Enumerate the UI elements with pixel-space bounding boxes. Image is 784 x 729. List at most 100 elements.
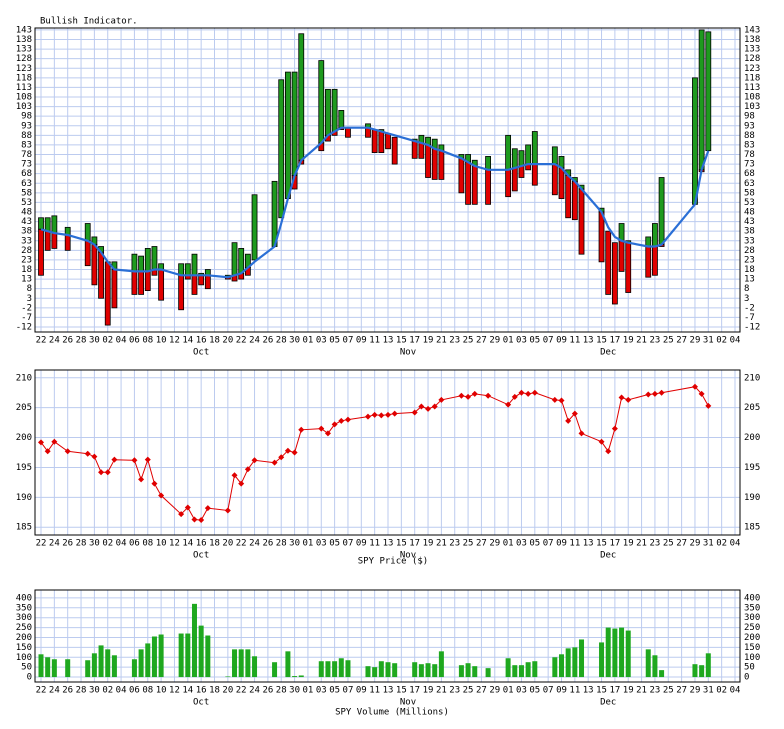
bull-bar (505, 134, 512, 171)
x-tick-label: 14 (182, 686, 193, 696)
month-label: Nov (400, 551, 416, 561)
x-tick-label: 25 (463, 336, 474, 346)
y-tick-label: -7 (21, 313, 32, 323)
bear-bar (471, 165, 478, 205)
y-tick-label: 18 (21, 265, 32, 275)
x-tick-label: 17 (409, 336, 420, 346)
volume-bar (225, 676, 231, 678)
x-tick-label: 26 (262, 686, 273, 696)
x-tick-label: 01 (303, 686, 314, 696)
x-tick-label: 17 (609, 539, 620, 549)
price-point (458, 392, 465, 399)
price-point (551, 396, 558, 403)
bear-bar (565, 175, 572, 219)
bear-bar (178, 274, 185, 311)
y-tick-label: 350 (16, 603, 32, 613)
volume-bar (245, 649, 251, 678)
y-tick-label: 3 (27, 294, 32, 304)
price-point (104, 469, 111, 476)
x-tick-label: 04 (730, 686, 741, 696)
bear-bar (104, 261, 111, 326)
x-tick-label: 02 (102, 539, 113, 549)
x-tick-label: 17 (609, 336, 620, 346)
x-tick-label: 24 (49, 539, 60, 549)
x-tick-label: 27 (676, 336, 687, 346)
bear-bar (518, 165, 525, 178)
x-tick-label: 01 (503, 539, 514, 549)
volume-bar (145, 643, 151, 678)
x-tick-label: 11 (369, 336, 380, 346)
x-tick-label: 17 (409, 539, 420, 549)
x-tick-label: 09 (556, 336, 567, 346)
y-tick-label: 53 (21, 198, 32, 208)
price-point (231, 472, 238, 479)
x-tick-label: 19 (423, 686, 434, 696)
price-point (271, 459, 278, 466)
month-label: Oct (193, 348, 209, 358)
price-point (244, 466, 251, 473)
y-tick-label-right: 150 (744, 643, 760, 653)
x-tick-label: 28 (276, 336, 287, 346)
x-tick-label: 05 (529, 336, 540, 346)
volume-bar (512, 665, 518, 678)
y-tick-label-right: 23 (744, 255, 755, 265)
price-point (204, 505, 211, 512)
x-tick-label: 24 (249, 686, 260, 696)
y-tick-label-right: 3 (744, 294, 749, 304)
price-point (558, 397, 565, 404)
x-tick-label: 28 (276, 539, 287, 549)
price-point (284, 447, 291, 454)
x-tick-label: 06 (129, 686, 140, 696)
x-tick-label: 05 (329, 539, 340, 549)
volume-bar (51, 659, 57, 678)
bear-bar (645, 246, 652, 278)
x-tick-label: 23 (649, 686, 660, 696)
panel-title: SPY Price ($) (358, 557, 428, 567)
bear-bar (345, 127, 351, 138)
x-tick-label: 19 (423, 336, 434, 346)
y-tick-label-right: 68 (744, 169, 755, 179)
volume-bar (438, 651, 444, 678)
moving-average-line (40, 126, 710, 279)
price-point (151, 480, 158, 487)
x-tick-label: 04 (116, 686, 127, 696)
y-tick-label-right: 88 (744, 131, 755, 141)
bull-bar (285, 71, 291, 199)
volume-bar (572, 647, 578, 678)
x-tick-label: 19 (623, 336, 634, 346)
bull-bar (618, 223, 625, 242)
x-tick-label: 29 (489, 539, 500, 549)
bull-bar (131, 253, 138, 272)
price-point (84, 450, 91, 457)
y-tick-label-right: 118 (744, 73, 760, 83)
x-tick-label: 02 (716, 539, 727, 549)
price-point (331, 421, 338, 428)
price-point (525, 390, 532, 397)
x-tick-label: 28 (276, 686, 287, 696)
price-point (658, 389, 665, 396)
x-tick-label: 28 (76, 336, 87, 346)
y-tick-label-right: 93 (744, 121, 755, 131)
x-tick-label: 06 (129, 539, 140, 549)
bull-bar (705, 31, 712, 152)
bear-bar (598, 211, 605, 263)
y-tick-label: 250 (16, 623, 32, 633)
bull-bar (44, 217, 51, 232)
volume-bar (105, 649, 111, 678)
y-tick-label-right: 28 (744, 246, 755, 256)
x-tick-label: 27 (476, 686, 487, 696)
bull-bar (338, 110, 345, 129)
x-tick-label: 23 (649, 539, 660, 549)
y-tick-label: 210 (16, 373, 32, 383)
bear-bar (485, 169, 491, 205)
y-tick-label-right: 50 (744, 663, 755, 673)
volume-bar (605, 627, 611, 678)
y-tick-label-right: 200 (744, 633, 760, 643)
bull-bar (138, 255, 145, 272)
volume-bar (85, 660, 91, 678)
volume-bar (412, 662, 418, 678)
volume-bar (432, 664, 438, 678)
x-tick-label: 03 (516, 686, 527, 696)
x-tick-label: 07 (343, 686, 354, 696)
price-point (611, 425, 618, 432)
